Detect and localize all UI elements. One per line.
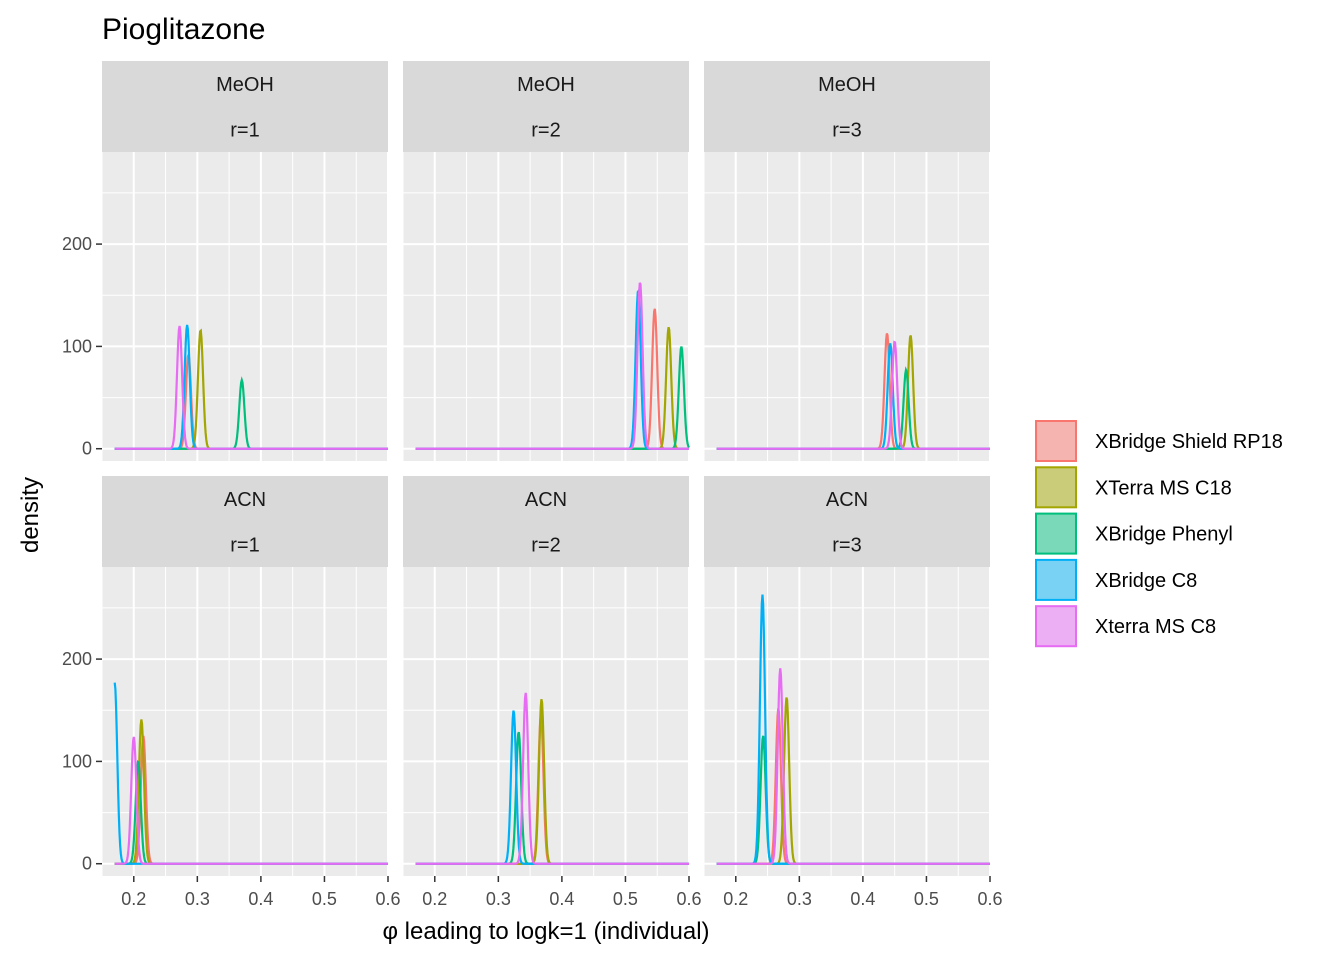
legend-item: XBridge Shield RP18 — [1035, 420, 1283, 462]
strip-label-solvent: ACN — [525, 489, 567, 511]
legend: XBridge Shield RP18 XTerra MS C18 XBridge … — [1035, 420, 1283, 648]
x-tick-label: 0.5 — [613, 889, 638, 909]
x-tick-label: 0.2 — [723, 889, 748, 909]
facet-panel: ACN r=2 — [402, 476, 690, 876]
strip-label-r: r=3 — [832, 119, 861, 141]
strip-background — [102, 521, 388, 567]
y-tick-label: 0 — [82, 439, 92, 459]
x-tick-label: 0.4 — [248, 889, 273, 909]
x-tick-label: 0.3 — [185, 889, 210, 909]
legend-swatch — [1035, 605, 1077, 648]
strip-background — [102, 106, 388, 152]
strip-label-r: r=1 — [230, 119, 259, 141]
legend-item: XTerra MS C18 — [1035, 466, 1232, 509]
legend-label: XBridge C8 — [1095, 570, 1197, 592]
strip-label-r: r=3 — [832, 534, 861, 556]
legend-swatch — [1035, 420, 1077, 462]
x-tick-label: 0.5 — [914, 889, 939, 909]
strip-label-solvent: MeOH — [818, 74, 876, 96]
x-tick-label: 0.3 — [486, 889, 511, 909]
facet-panels: MeOH r=1 MeOH r=2 MeOH r=3 ACN r=1 ACN r=2 ACN r=3 — [101, 61, 991, 876]
x-tick-label: 0.6 — [676, 889, 701, 909]
strip-background — [704, 521, 990, 567]
y-tick-label: 200 — [62, 234, 92, 254]
strip-background — [704, 476, 990, 522]
strip-background — [102, 61, 388, 107]
panel-background — [403, 152, 689, 461]
y-tick-label: 200 — [62, 649, 92, 669]
panel-background — [704, 152, 990, 461]
facet-panel: ACN r=1 — [101, 476, 389, 876]
legend-label: XBridge Phenyl — [1095, 524, 1233, 546]
strip-label-r: r=2 — [531, 119, 560, 141]
y-axis-title: density — [17, 477, 44, 553]
legend-label: XBridge Shield RP18 — [1095, 431, 1283, 453]
legend-item: Xterra MS C8 — [1035, 605, 1216, 648]
legend-swatch — [1035, 466, 1077, 509]
strip-background — [403, 476, 689, 522]
facet-panel: ACN r=3 — [703, 476, 991, 876]
strip-background — [102, 476, 388, 522]
strip-background — [403, 61, 689, 107]
legend-label: Xterra MS C8 — [1095, 616, 1216, 638]
strip-background — [403, 521, 689, 567]
x-axis-title: φ leading to logk=1 (individual) — [382, 918, 709, 945]
y-tick-label: 0 — [82, 854, 92, 874]
strip-label-r: r=1 — [230, 534, 259, 556]
axes: 0 100 200 0 100 200 0.2 0.3 0.4 0.5 0.6 0.2 0.3 0.4 0.… — [62, 234, 1003, 909]
strip-background — [704, 106, 990, 152]
x-tick-label: 0.3 — [787, 889, 812, 909]
x-tick-label: 0.6 — [977, 889, 1002, 909]
legend-swatch — [1035, 558, 1077, 601]
x-tick-label: 0.5 — [312, 889, 337, 909]
legend-item: XBridge C8 — [1035, 558, 1197, 601]
strip-label-solvent: MeOH — [517, 74, 575, 96]
x-tick-label: 0.6 — [375, 889, 400, 909]
x-tick-label: 0.2 — [121, 889, 146, 909]
panel-background — [704, 567, 990, 876]
strip-background — [704, 61, 990, 107]
x-tick-label: 0.2 — [422, 889, 447, 909]
density-curve — [114, 325, 388, 450]
y-tick-label: 100 — [62, 336, 92, 356]
strip-background — [403, 106, 689, 152]
x-tick-label: 0.4 — [549, 889, 574, 909]
density-curve — [716, 340, 990, 450]
strip-label-r: r=2 — [531, 534, 560, 556]
density-curve — [114, 736, 388, 865]
density-curve — [716, 668, 990, 865]
strip-label-solvent: ACN — [826, 489, 868, 511]
chart-title: Pioglitazone — [102, 13, 265, 46]
density-curve — [415, 282, 689, 450]
y-tick-label: 100 — [62, 751, 92, 771]
facet-panel: MeOH r=1 — [101, 61, 389, 461]
legend-swatch — [1035, 512, 1077, 555]
legend-label: XTerra MS C18 — [1095, 477, 1232, 499]
legend-item: XBridge Phenyl — [1035, 512, 1233, 555]
panel-background — [102, 567, 388, 876]
density-curve — [415, 692, 689, 865]
strip-label-solvent: ACN — [224, 489, 266, 511]
facet-panel: MeOH r=3 — [703, 61, 991, 461]
facet-panel: MeOH r=2 — [402, 61, 690, 461]
strip-label-solvent: MeOH — [216, 74, 274, 96]
x-tick-label: 0.4 — [850, 889, 875, 909]
